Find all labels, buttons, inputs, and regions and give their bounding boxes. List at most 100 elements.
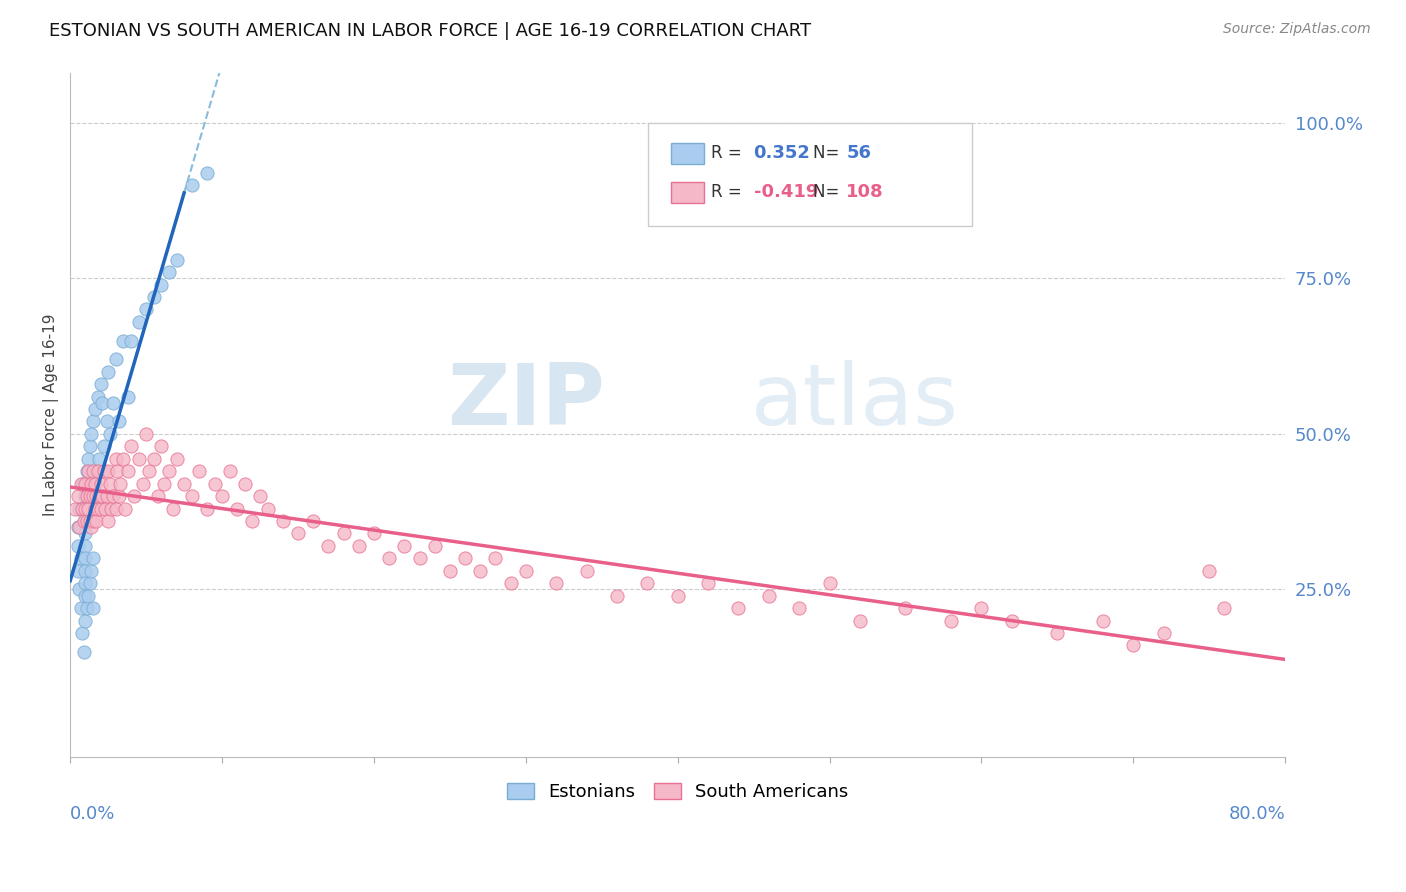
Text: 80.0%: 80.0%	[1229, 805, 1285, 823]
Text: 0.352: 0.352	[754, 144, 810, 161]
Point	[96, 414, 118, 428]
Point	[80, 426, 103, 441]
Point	[256, 501, 278, 516]
Text: 0.0%: 0.0%	[70, 805, 115, 823]
Point	[122, 489, 145, 503]
Point	[849, 614, 872, 628]
Point	[98, 426, 121, 441]
Point	[515, 564, 537, 578]
Point	[378, 551, 401, 566]
Point	[117, 464, 139, 478]
Point	[135, 426, 157, 441]
Point	[1198, 564, 1220, 578]
Point	[142, 290, 165, 304]
Point	[82, 601, 104, 615]
Text: -0.419: -0.419	[754, 183, 818, 201]
Point	[135, 302, 157, 317]
Point	[77, 589, 100, 603]
Point	[93, 439, 115, 453]
Text: N=: N=	[813, 144, 844, 161]
Point	[73, 514, 96, 528]
Point	[66, 564, 89, 578]
Point	[77, 451, 100, 466]
Point	[120, 439, 142, 453]
Point	[180, 178, 202, 192]
Point	[84, 464, 107, 478]
Point	[84, 489, 107, 503]
Point	[195, 165, 218, 179]
Point	[86, 501, 108, 516]
Point	[70, 476, 93, 491]
Point	[80, 564, 103, 578]
Point	[91, 489, 114, 503]
Point	[758, 589, 780, 603]
Point	[454, 551, 477, 566]
Point	[97, 365, 120, 379]
Point	[67, 501, 90, 516]
Point	[150, 277, 173, 292]
Point	[66, 489, 89, 503]
Point	[114, 501, 136, 516]
Point	[363, 526, 385, 541]
Point	[79, 576, 101, 591]
Point	[75, 501, 97, 516]
Text: R =: R =	[711, 144, 748, 161]
Point	[91, 396, 114, 410]
Point	[142, 451, 165, 466]
Point	[77, 501, 100, 516]
Point	[79, 439, 101, 453]
Point	[104, 451, 127, 466]
Point	[211, 489, 233, 503]
Point	[970, 601, 993, 615]
Point	[97, 514, 120, 528]
Point	[195, 501, 218, 516]
Point	[80, 476, 103, 491]
Point	[80, 520, 103, 534]
Point	[218, 464, 240, 478]
Text: R =: R =	[711, 183, 748, 201]
Point	[1091, 614, 1114, 628]
Text: atlas: atlas	[751, 360, 959, 443]
Point	[666, 589, 689, 603]
Point	[79, 514, 101, 528]
Point	[108, 489, 131, 503]
Point	[75, 614, 97, 628]
Point	[72, 626, 94, 640]
Point	[67, 582, 90, 597]
Point	[86, 464, 108, 478]
Point	[180, 489, 202, 503]
Point	[132, 476, 155, 491]
Point	[104, 352, 127, 367]
Point	[83, 501, 105, 516]
Point	[120, 334, 142, 348]
Point	[484, 551, 506, 566]
Point	[75, 514, 97, 528]
Point	[75, 589, 97, 603]
Point	[347, 539, 370, 553]
Point	[63, 501, 86, 516]
Point	[499, 576, 522, 591]
Point	[82, 464, 104, 478]
Point	[1122, 639, 1144, 653]
Point	[117, 390, 139, 404]
Point	[188, 464, 211, 478]
Point	[82, 489, 104, 503]
Point	[606, 589, 628, 603]
Point	[470, 564, 492, 578]
Point	[90, 489, 112, 503]
Point	[110, 476, 132, 491]
Point	[76, 514, 98, 528]
Point	[90, 501, 112, 516]
Point	[86, 390, 108, 404]
Point	[173, 476, 195, 491]
Point	[818, 576, 841, 591]
Point	[1153, 626, 1175, 640]
Point	[87, 451, 110, 466]
Point	[233, 476, 256, 491]
Point	[1213, 601, 1236, 615]
Point	[204, 476, 226, 491]
Point	[249, 489, 271, 503]
Point	[75, 576, 97, 591]
Point	[166, 451, 188, 466]
Point	[72, 476, 94, 491]
